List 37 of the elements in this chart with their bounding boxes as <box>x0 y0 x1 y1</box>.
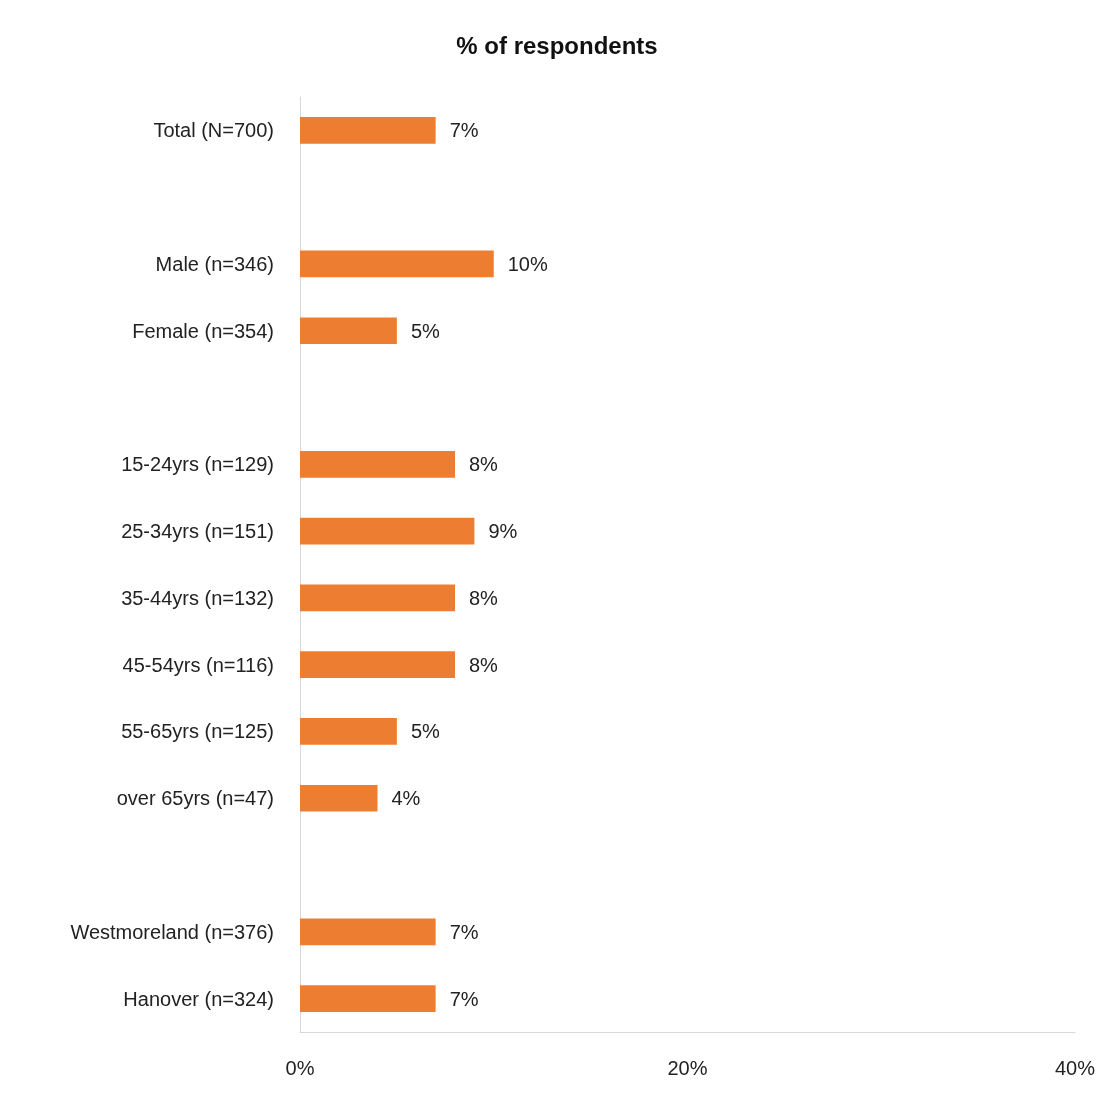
data-label: 10% <box>507 252 548 275</box>
bar <box>300 651 455 679</box>
y-tick-label: Hanover (n=324) <box>123 987 274 1010</box>
data-label: 9% <box>488 520 518 543</box>
data-label: 4% <box>391 787 421 810</box>
data-label: 7% <box>449 987 479 1010</box>
bar <box>300 450 455 478</box>
data-label: 8% <box>469 653 499 676</box>
bar <box>300 584 455 612</box>
bar <box>300 784 378 812</box>
bar <box>300 117 436 144</box>
y-tick-label: 35-44yrs (n=132) <box>121 586 274 609</box>
data-label: 8% <box>469 586 499 609</box>
y-tick-label: 55-65yrs (n=125) <box>121 720 274 743</box>
bar <box>300 718 397 745</box>
bar <box>300 985 436 1012</box>
bar <box>300 918 436 946</box>
data-label: 8% <box>469 453 499 476</box>
data-label: 5% <box>410 319 440 342</box>
y-tick-label: 25-34yrs (n=151) <box>121 520 274 543</box>
data-label: 5% <box>410 720 440 743</box>
y-tick-label: 15-24yrs (n=129) <box>121 453 274 476</box>
x-tick-label: 0% <box>285 1057 315 1079</box>
data-label: 7% <box>449 920 479 943</box>
data-label: 7% <box>449 119 479 142</box>
bar <box>300 250 494 278</box>
x-tick-label: 20% <box>667 1057 708 1079</box>
y-tick-label: Female (n=354) <box>132 319 274 342</box>
y-tick-label: Westmoreland (n=376) <box>70 920 274 943</box>
y-tick-label: Total (N=700) <box>153 119 274 142</box>
bar <box>300 317 397 345</box>
y-tick-label: over 65yrs (n=47) <box>116 787 274 810</box>
y-tick-label: 45-54yrs (n=116) <box>122 653 274 676</box>
y-tick-label: Male (n=346) <box>155 252 274 275</box>
chart-title: % of respondents <box>456 31 658 59</box>
bar <box>300 517 475 545</box>
x-tick-label: 40% <box>1054 1057 1096 1079</box>
